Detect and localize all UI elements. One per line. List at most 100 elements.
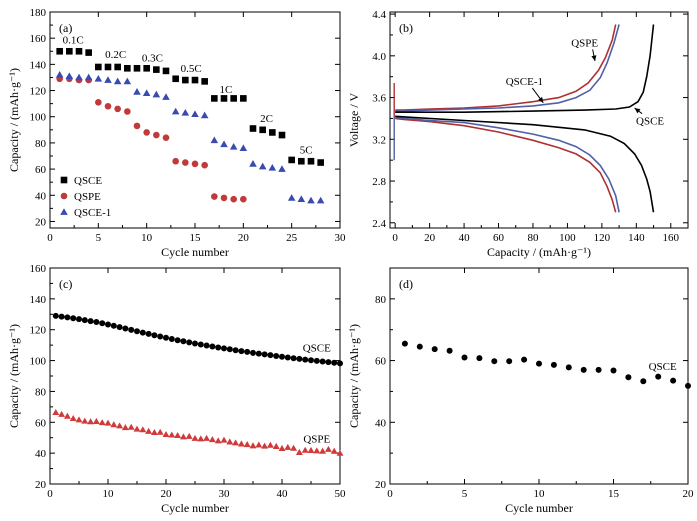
y-tick-label: 20	[35, 479, 47, 491]
data-point	[70, 315, 77, 322]
data-point	[313, 447, 321, 454]
x-tick-label: 40	[277, 488, 289, 500]
data-point	[214, 437, 222, 444]
data-point	[610, 367, 617, 374]
data-point	[536, 360, 542, 367]
data-point	[65, 72, 74, 79]
data-point	[191, 160, 199, 168]
data-point	[152, 90, 161, 98]
x-tick-label: 20	[683, 488, 695, 500]
data-point	[185, 432, 193, 439]
data-point	[331, 359, 338, 366]
data-point	[116, 422, 124, 429]
data-point	[308, 357, 314, 364]
data-point	[278, 165, 286, 172]
data-point	[121, 424, 129, 431]
data-point	[197, 341, 204, 348]
data-point	[258, 162, 267, 170]
y-tick-label: 180	[30, 7, 47, 19]
rate-annotation: 0.5C	[181, 63, 202, 75]
y-tick-label: 60	[35, 417, 47, 429]
y-tick-label: 140	[30, 59, 47, 71]
series-qsce	[56, 47, 324, 166]
panel-label: (c)	[59, 277, 72, 291]
data-point	[461, 354, 468, 361]
data-point	[151, 332, 158, 339]
data-point	[110, 322, 117, 329]
data-point	[290, 444, 298, 451]
panel-label: (a)	[59, 21, 72, 35]
data-point	[163, 334, 169, 341]
legend-label: QSCE	[74, 175, 102, 187]
data-point	[95, 63, 102, 71]
data-point	[153, 66, 160, 73]
data-point	[287, 194, 296, 201]
x-axis-label: Cycle number	[161, 245, 229, 259]
data-point	[211, 193, 218, 200]
y-axis-label: Capacity / (mAh·g⁻¹)	[7, 324, 21, 428]
x-tick-label: 160	[663, 232, 680, 244]
data-point	[595, 366, 602, 373]
data-point	[104, 63, 112, 71]
y-tick-label: 20	[375, 479, 387, 491]
data-point	[307, 446, 315, 453]
data-point	[84, 73, 93, 81]
data-point	[244, 348, 251, 355]
data-point	[191, 76, 199, 84]
callout-arrowhead	[591, 55, 597, 62]
data-point	[319, 358, 326, 365]
data-point	[180, 338, 187, 345]
y-axis-label: Capacity / (mAh·g⁻¹)	[347, 324, 361, 428]
series-qsce-1	[55, 71, 325, 204]
data-point	[174, 337, 181, 344]
y-tick-label: 160	[30, 33, 47, 45]
data-point	[296, 355, 303, 362]
y-tick-label: 40	[35, 448, 47, 460]
y-tick-label: 2.4	[372, 218, 386, 230]
data-point	[261, 442, 269, 449]
data-point	[156, 428, 164, 435]
data-point	[172, 157, 179, 165]
data-point	[670, 377, 677, 384]
data-point	[52, 312, 59, 319]
data-point	[162, 93, 170, 100]
data-point	[55, 71, 64, 78]
x-tick-label: 20	[424, 232, 436, 244]
data-point	[182, 159, 189, 166]
data-point	[104, 76, 112, 83]
y-tick-label: 100	[30, 356, 47, 368]
rate-annotation: 5C	[300, 144, 313, 156]
data-point	[208, 436, 216, 443]
data-point	[210, 136, 219, 144]
data-point	[301, 446, 309, 453]
data-point	[431, 346, 438, 353]
data-point	[230, 95, 237, 102]
y-tick-label: 20	[35, 216, 47, 228]
data-point	[337, 360, 343, 367]
plot-frame	[49, 267, 341, 485]
data-point	[491, 358, 498, 365]
x-tick-label: 120	[594, 232, 611, 244]
data-point	[139, 426, 147, 433]
y-tick-label: 4.0	[372, 51, 386, 63]
x-tick-label: 10	[103, 488, 115, 500]
data-point	[655, 373, 662, 380]
data-point	[153, 131, 160, 139]
x-tick-label: 60	[493, 232, 505, 244]
callout-arrowhead	[634, 108, 641, 114]
data-point	[685, 382, 691, 389]
y-tick-label: 120	[30, 325, 47, 337]
data-point	[298, 157, 305, 165]
data-point	[150, 429, 158, 436]
series-qspe	[52, 408, 344, 456]
data-point	[197, 435, 205, 442]
data-point	[446, 347, 453, 354]
data-point	[288, 156, 295, 164]
data-point	[168, 335, 175, 342]
series-label-qsce: QSCE	[649, 361, 677, 373]
data-point	[273, 352, 280, 359]
data-point	[203, 434, 211, 441]
data-point	[238, 348, 245, 355]
data-point	[191, 110, 199, 117]
